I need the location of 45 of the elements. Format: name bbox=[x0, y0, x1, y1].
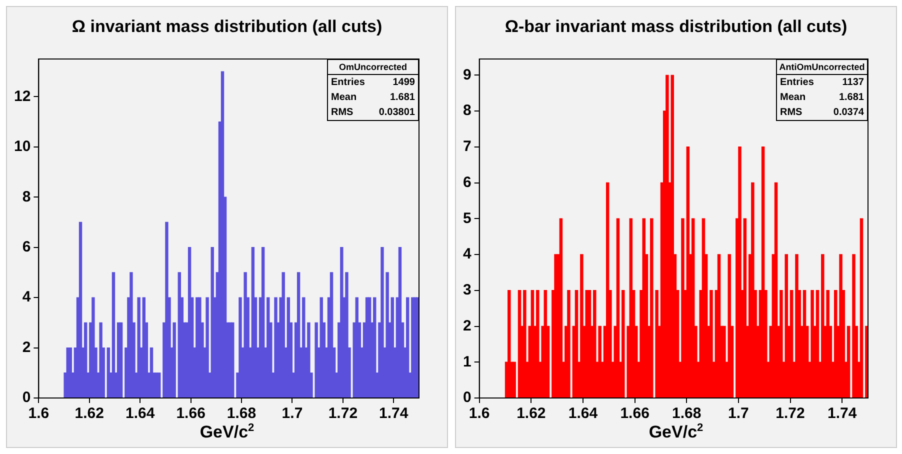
text: RMS 0.03801 bbox=[331, 107, 415, 118]
x-tick-label: 1.72 bbox=[776, 405, 805, 422]
y-tick-label: 2 bbox=[463, 317, 472, 334]
x-tick-label: 1.74 bbox=[379, 405, 409, 422]
x-tick-label: 1.72 bbox=[328, 405, 358, 422]
y-tick-label: 10 bbox=[14, 138, 31, 156]
x-tick-label: 1.6 bbox=[468, 405, 490, 422]
y-tick-label: 4 bbox=[22, 288, 32, 306]
text: Mean 1.681 bbox=[780, 92, 864, 103]
y-tick-label: 9 bbox=[463, 66, 472, 84]
annotation: AntiOmUncorrected bbox=[777, 60, 867, 75]
text: Entries 1137 bbox=[780, 77, 864, 88]
text: RMS 0.0374 bbox=[780, 107, 864, 118]
y-tick-label: 0 bbox=[463, 389, 472, 406]
x-tick-label: 1.64 bbox=[568, 405, 598, 422]
y-tick-label: 1 bbox=[463, 353, 472, 370]
chart-title: Ω-bar invariant mass distribution (all cuts) bbox=[504, 17, 848, 37]
x-axis-title: GeV/c$^{2}$ bbox=[198, 422, 256, 443]
y-tick-label: 3 bbox=[463, 282, 472, 299]
y-tick-label: 7 bbox=[463, 138, 472, 156]
y-tick-label: 6 bbox=[463, 174, 472, 191]
text: Mean 1.681 bbox=[331, 92, 415, 103]
annotation: OmUncorrected bbox=[328, 60, 418, 75]
x-tick-label: 1.68 bbox=[672, 405, 702, 422]
y-tick-label: 6 bbox=[22, 238, 31, 256]
x-tick-label: 1.7 bbox=[282, 405, 303, 422]
x-tick-label: 1.62 bbox=[74, 405, 104, 422]
y-tick-label: 4 bbox=[463, 246, 472, 263]
x-tick-label: 1.64 bbox=[126, 405, 156, 422]
text: Entries 1499 bbox=[331, 77, 415, 88]
x-tick-label: 1.68 bbox=[226, 405, 256, 422]
y-tick-label: 12 bbox=[14, 88, 31, 105]
chart-title: Ω invariant mass distribution (all cuts) bbox=[70, 17, 384, 37]
y-tick-label: 8 bbox=[463, 102, 472, 120]
x-tick-label: 1.66 bbox=[176, 405, 206, 422]
x-tick-label: 1.74 bbox=[827, 405, 858, 422]
x-axis-title: GeV/c$^{2}$ bbox=[648, 422, 704, 443]
y-tick-label: 2 bbox=[22, 338, 31, 356]
x-tick-label: 1.62 bbox=[516, 405, 546, 422]
x-tick-label: 1.66 bbox=[620, 405, 650, 422]
x-tick-label: 1.7 bbox=[728, 405, 749, 422]
y-tick-label: 8 bbox=[22, 188, 31, 206]
y-tick-label: 5 bbox=[463, 210, 472, 227]
x-tick-label: 1.6 bbox=[28, 405, 50, 422]
y-tick-label: 0 bbox=[22, 389, 31, 406]
